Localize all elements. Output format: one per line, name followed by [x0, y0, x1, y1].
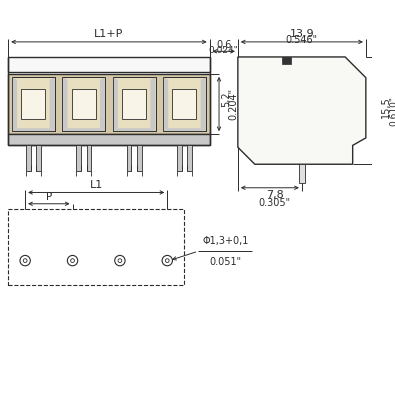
- Polygon shape: [163, 77, 206, 131]
- Polygon shape: [12, 77, 17, 131]
- Text: 0.204": 0.204": [228, 88, 239, 120]
- Polygon shape: [12, 128, 55, 131]
- Text: 13,9: 13,9: [290, 29, 314, 39]
- Polygon shape: [8, 57, 210, 72]
- Polygon shape: [113, 77, 156, 131]
- Polygon shape: [72, 89, 96, 119]
- Text: 0.305": 0.305": [258, 198, 291, 208]
- Text: 0.024": 0.024": [209, 46, 239, 55]
- Polygon shape: [113, 128, 156, 131]
- Polygon shape: [100, 77, 105, 131]
- Polygon shape: [150, 77, 156, 131]
- Polygon shape: [187, 146, 192, 171]
- Polygon shape: [282, 57, 291, 64]
- Polygon shape: [76, 146, 81, 171]
- Text: 15,5: 15,5: [381, 96, 391, 118]
- Polygon shape: [50, 77, 55, 131]
- Text: L1: L1: [90, 180, 103, 190]
- Text: 0,6: 0,6: [216, 40, 231, 50]
- Polygon shape: [62, 77, 68, 131]
- Polygon shape: [238, 57, 366, 164]
- Polygon shape: [36, 146, 41, 171]
- Polygon shape: [299, 164, 305, 183]
- Text: L1+P: L1+P: [94, 29, 124, 39]
- Polygon shape: [8, 134, 210, 146]
- Polygon shape: [163, 128, 206, 131]
- Polygon shape: [177, 146, 182, 171]
- Text: P: P: [46, 192, 52, 202]
- Polygon shape: [201, 77, 206, 131]
- Polygon shape: [26, 146, 30, 171]
- Polygon shape: [8, 74, 210, 134]
- Polygon shape: [113, 77, 118, 131]
- Text: 0.546": 0.546": [286, 35, 318, 45]
- Text: 5,2: 5,2: [221, 92, 231, 107]
- Text: 0.051": 0.051": [210, 257, 242, 267]
- Bar: [8, 210, 184, 285]
- Polygon shape: [62, 77, 105, 131]
- Polygon shape: [126, 146, 131, 171]
- Text: Φ1,3+0,1: Φ1,3+0,1: [202, 236, 249, 246]
- Polygon shape: [62, 128, 105, 131]
- Text: 7,8: 7,8: [266, 190, 284, 200]
- Polygon shape: [12, 77, 55, 131]
- Polygon shape: [137, 146, 142, 171]
- Polygon shape: [163, 77, 168, 131]
- Polygon shape: [87, 146, 91, 171]
- Polygon shape: [21, 89, 45, 119]
- Polygon shape: [122, 89, 146, 119]
- Polygon shape: [173, 89, 196, 119]
- Text: 0.610": 0.610": [389, 96, 395, 126]
